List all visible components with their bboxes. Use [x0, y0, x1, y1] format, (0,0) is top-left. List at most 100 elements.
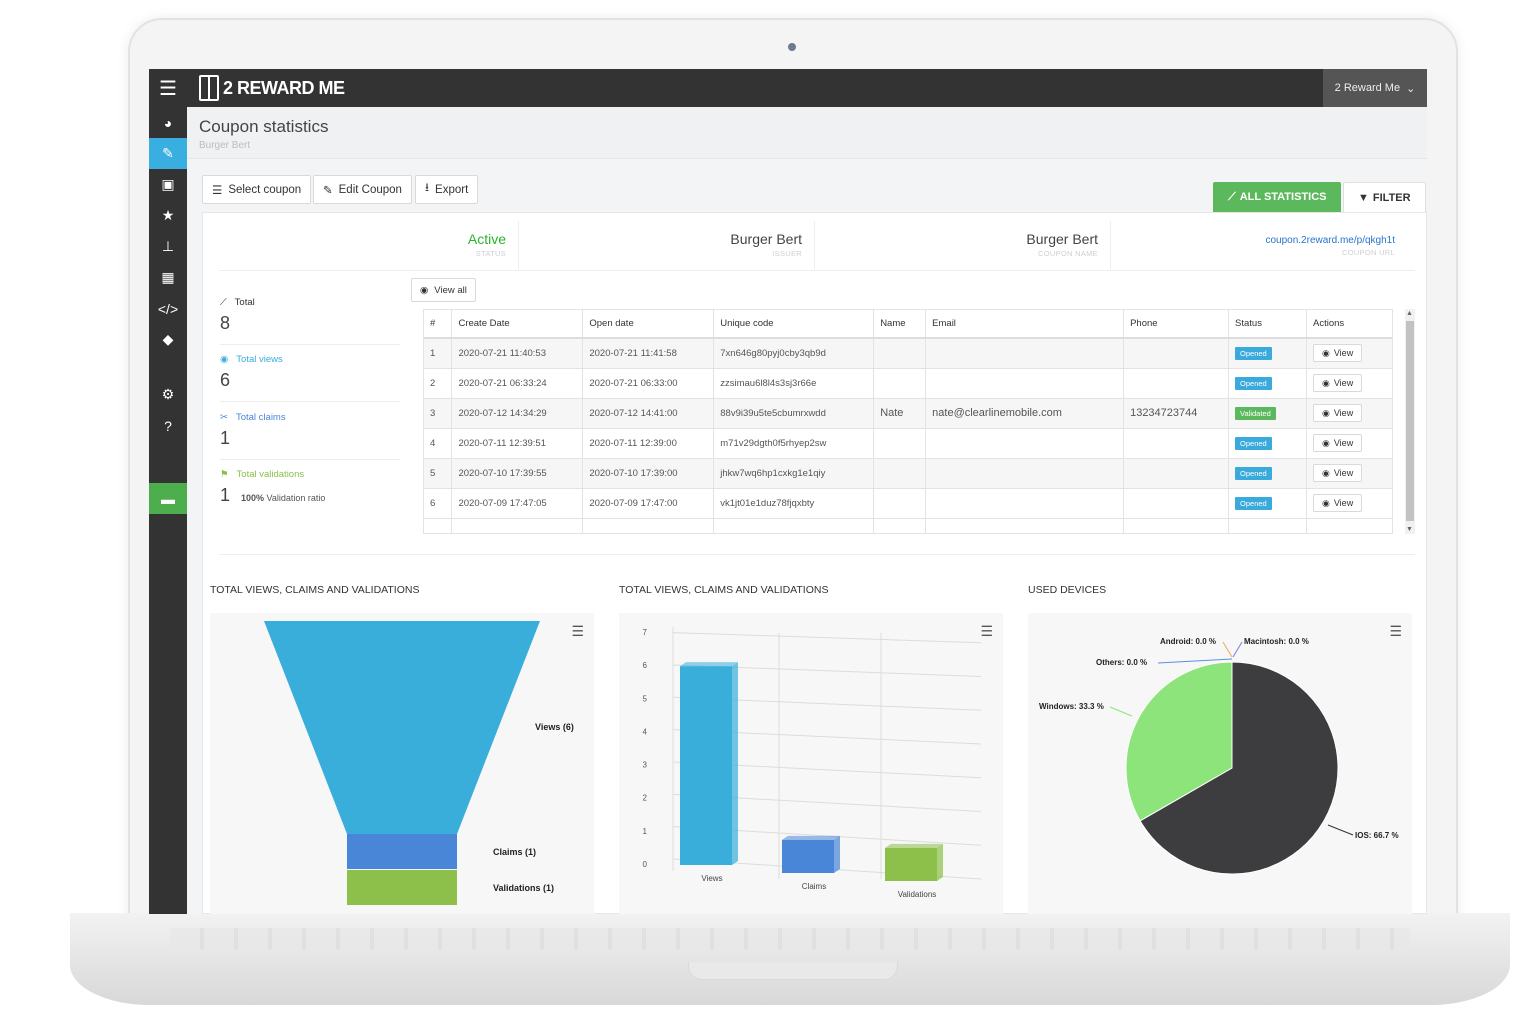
app-logo[interactable]: 2 REWARD ME	[199, 72, 345, 104]
actions-cell: ◉ View	[1306, 458, 1392, 489]
table-cell: 2020-07-10 17:39:00	[582, 458, 715, 489]
dashboard-icon[interactable]: ◕	[163, 114, 173, 131]
chart-menu-icon[interactable]: ☰	[1389, 623, 1402, 639]
view-row-button[interactable]: ◉ View	[1312, 404, 1363, 422]
bar-side	[732, 662, 738, 865]
help-icon[interactable]: ?	[164, 417, 172, 434]
column-header[interactable]: #	[424, 310, 453, 339]
eye-icon: ◉	[1321, 407, 1330, 418]
export-button[interactable]: ⭳ Export	[415, 175, 479, 204]
eye-icon: ◉	[1321, 377, 1330, 388]
cogs-icon[interactable]: ⚙	[161, 386, 175, 402]
table-cell: jhkw7wq6hp1cxkg1e1qiy	[713, 458, 875, 489]
scroll-thumb[interactable]	[1406, 321, 1414, 521]
table-cell: 2	[424, 368, 453, 399]
table-cell	[925, 458, 1125, 489]
table-cell	[713, 518, 875, 533]
column-header[interactable]: Unique code	[713, 310, 875, 339]
scroll-down-icon[interactable]: ▼	[1406, 526, 1413, 533]
y-tick-label: 2	[643, 794, 648, 803]
info-divider	[219, 270, 1415, 271]
laptop-base	[70, 913, 1510, 1005]
table-row: 4 2020-07-11 12:39:51 2020-07-11 12:39:00 m…	[424, 428, 1392, 459]
page-header: Coupon statistics Burger Bert	[187, 107, 1427, 159]
table-cell	[873, 338, 927, 369]
table-cell	[451, 518, 584, 533]
table-cell	[1228, 518, 1307, 533]
column-header[interactable]: Phone	[1123, 310, 1230, 339]
select-coupon-button[interactable]: ☰ Select coupon	[202, 175, 312, 204]
table-cell	[424, 518, 453, 533]
column-header[interactable]: Email	[925, 310, 1125, 339]
ticket-icon[interactable]: ✎	[149, 138, 187, 169]
star-icon[interactable]: ★	[161, 207, 175, 223]
column-header[interactable]: Open date	[582, 310, 715, 339]
table-cell	[1123, 518, 1230, 533]
grid-line	[672, 632, 982, 644]
table-row: 6 2020-07-09 17:47:05 2020-07-09 17:47:00 v…	[424, 488, 1392, 519]
table-cell	[1306, 518, 1392, 533]
tags-icon[interactable]: ◆	[162, 331, 174, 347]
eye-icon: ◉	[220, 354, 229, 365]
bar-top	[885, 843, 943, 848]
status-badge: Opened	[1235, 496, 1272, 510]
status-cell: Opened	[1228, 338, 1307, 369]
view-row-button[interactable]: ◉ View	[1312, 434, 1363, 452]
pie-chart: IOS: 66.7 % Windows: 33.3 % Others: 0.0 % A…	[1028, 613, 1412, 914]
user-menu[interactable]: 2 Reward Me ⌄	[1323, 69, 1427, 107]
charts-divider	[219, 554, 1415, 555]
funnel-label: Validations (1)	[493, 883, 554, 893]
all-statistics-button[interactable]: ⟋ ALL STATISTICS	[1213, 182, 1342, 212]
column-header[interactable]: Create Date	[451, 310, 584, 339]
bar-side	[937, 843, 943, 881]
column-header[interactable]: Status	[1228, 310, 1307, 339]
table-cell: 2020-07-21 11:41:58	[582, 338, 715, 369]
view-row-button[interactable]: ◉ View	[1312, 374, 1363, 392]
table-scrollbar[interactable]: ▲ ▼	[1405, 309, 1415, 534]
status-cell: Opened	[1228, 488, 1307, 519]
column-header[interactable]: Actions	[1306, 310, 1392, 339]
filter-button[interactable]: ▼ FILTER	[1343, 182, 1426, 212]
edit-coupon-label: Edit Coupon	[338, 183, 402, 196]
scroll-up-icon[interactable]: ▲	[1406, 310, 1413, 317]
table-cell	[925, 488, 1125, 519]
status-cell: Validated	[1228, 398, 1307, 429]
pie-label: Macintosh: 0.0 %	[1244, 637, 1309, 646]
table-cell: 1	[424, 338, 453, 369]
actions-cell: ◉ View	[1306, 398, 1392, 429]
column-header[interactable]: Name	[873, 310, 927, 339]
filter-label: FILTER	[1372, 191, 1411, 204]
funnel-chart: Views (6) Claims (1) Validations (1) ☰	[210, 613, 594, 914]
table-cell	[1123, 338, 1230, 369]
table-cell	[582, 518, 715, 533]
view-all-button[interactable]: ◉ View all	[411, 278, 476, 302]
table-cell: 3	[424, 398, 453, 429]
coupon-name-info: Burger Bert COUPON NAME	[815, 221, 1111, 269]
view-row-button[interactable]: ◉ View	[1312, 344, 1363, 363]
hamburger-menu-icon[interactable]: ☰	[159, 77, 177, 100]
code-icon[interactable]: </>	[157, 300, 179, 317]
edit-coupon-button[interactable]: ✎ Edit Coupon	[313, 175, 412, 204]
status-badge: Opened	[1235, 436, 1272, 450]
flag-icon: ⚑	[220, 469, 229, 480]
qrcode-icon[interactable]: ▦	[161, 269, 175, 285]
table-cell	[1123, 488, 1230, 519]
view-row-button[interactable]: ◉ View	[1312, 494, 1363, 512]
table-cell	[1123, 368, 1230, 399]
keyboard-strip	[170, 928, 1410, 950]
view-all-label: View all	[434, 284, 467, 296]
table-cell	[873, 368, 927, 399]
pie-chart-svg: IOS: 66.7 % Windows: 33.3 % Others: 0.0 % A…	[1039, 637, 1399, 875]
pie-label: IOS: 66.7 %	[1355, 831, 1399, 840]
view-row-button[interactable]: ◉ View	[1312, 464, 1363, 482]
chart-menu-icon[interactable]: ☰	[980, 623, 993, 639]
table-cell: 2020-07-10 17:39:55	[451, 458, 584, 489]
coupon-url-link[interactable]: coupon.2reward.me/p/qkgh1t	[1265, 235, 1395, 246]
scissors-icon: ✂	[220, 412, 228, 423]
money-icon[interactable]: ▣	[161, 176, 175, 192]
logo-text: 2 REWARD ME	[223, 77, 345, 98]
pie-connector	[1157, 658, 1233, 664]
sitemap-icon[interactable]: ⊥	[161, 238, 175, 254]
credit-card-icon[interactable]: ▬	[149, 483, 187, 514]
chart-menu-icon[interactable]: ☰	[571, 623, 584, 639]
